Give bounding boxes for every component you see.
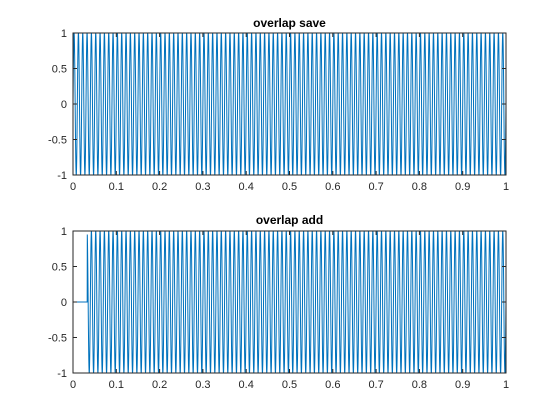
y-axis-tick-labels: -1 -0.5 0 0.5 1 xyxy=(48,226,67,380)
y-tick-label: 0 xyxy=(61,99,67,111)
x-tick-label: 0 xyxy=(70,379,76,391)
x-tick-label: 0.5 xyxy=(282,379,297,391)
x-tick-label: 0.9 xyxy=(455,379,470,391)
series-layer xyxy=(72,32,507,176)
y-tick-label: 0 xyxy=(61,297,67,309)
x-tick-label: 0.4 xyxy=(239,181,254,193)
y-tick-label: -0.5 xyxy=(48,135,67,147)
x-tick-label: 0.8 xyxy=(412,379,427,391)
series-line xyxy=(73,230,507,374)
y-axis-ticks xyxy=(73,32,506,176)
plot-title: overlap add xyxy=(256,213,323,227)
y-tick-label: 1 xyxy=(61,226,67,238)
y-tick-label: 0.5 xyxy=(52,64,67,76)
x-axis-ticks xyxy=(72,33,507,175)
x-tick-label: 1 xyxy=(503,379,509,391)
x-axis-tick-labels: 0 0.1 0.2 0.3 0.4 0.5 0.6 0.7 0.8 0.9 1 xyxy=(70,379,509,391)
y-tick-label: 1 xyxy=(61,28,67,40)
plot-overlap-add: overlap add 0 0.1 0.2 0.3 0.4 0.5 0.6 0.… xyxy=(48,213,509,391)
x-tick-label: 0.2 xyxy=(152,181,167,193)
y-axis-tick-labels: -1 -0.5 0 0.5 1 xyxy=(48,28,67,182)
y-tick-label: 0.5 xyxy=(52,262,67,274)
y-tick-label: -1 xyxy=(57,170,67,182)
x-axis-ticks xyxy=(72,231,507,373)
y-tick-label: -1 xyxy=(57,368,67,380)
x-tick-label: 0.2 xyxy=(152,379,167,391)
series-line xyxy=(72,32,507,176)
y-tick-label: -0.5 xyxy=(48,333,67,345)
x-tick-label: 1 xyxy=(503,181,509,193)
series-layer xyxy=(73,230,507,374)
x-tick-label: 0.3 xyxy=(195,379,210,391)
x-tick-label: 0.4 xyxy=(239,379,254,391)
x-tick-label: 0.6 xyxy=(325,379,340,391)
plot-title: overlap save xyxy=(253,16,326,30)
x-tick-label: 0.9 xyxy=(455,181,470,193)
x-axis-tick-labels: 0 0.1 0.2 0.3 0.4 0.5 0.6 0.7 0.8 0.9 1 xyxy=(70,181,509,193)
x-tick-label: 0.6 xyxy=(325,181,340,193)
x-tick-label: 0.3 xyxy=(195,181,210,193)
x-tick-label: 0.8 xyxy=(412,181,427,193)
x-tick-label: 0.7 xyxy=(368,379,383,391)
x-tick-label: 0.7 xyxy=(368,181,383,193)
x-tick-label: 0.1 xyxy=(109,379,124,391)
plot-overlap-save: overlap save 0 0.1 0.2 0.3 0.4 0.5 0.6 0… xyxy=(48,16,509,193)
x-tick-label: 0 xyxy=(70,181,76,193)
x-tick-label: 0.5 xyxy=(282,181,297,193)
y-axis-ticks xyxy=(73,230,506,374)
x-tick-label: 0.1 xyxy=(109,181,124,193)
